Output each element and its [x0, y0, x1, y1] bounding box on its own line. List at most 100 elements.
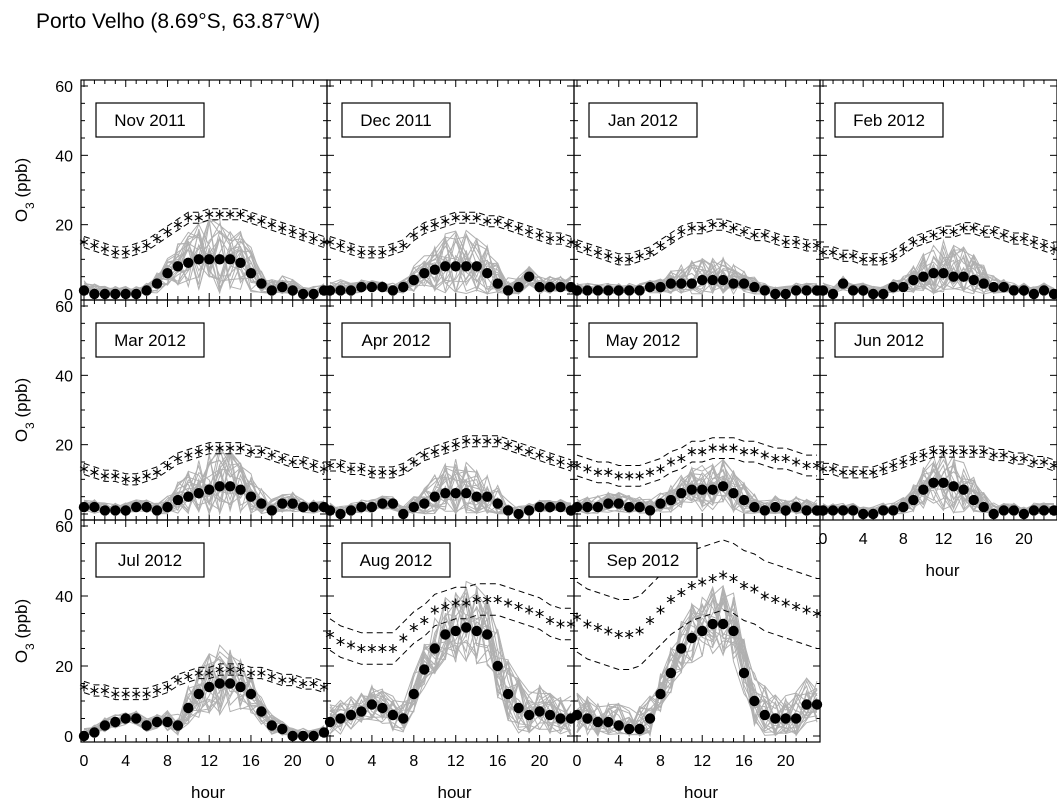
dot-marker [266, 285, 277, 296]
dot-marker [461, 622, 472, 633]
star-marker [462, 598, 471, 608]
star-marker [483, 216, 492, 226]
dot-marker [366, 699, 378, 710]
star-marker [100, 471, 110, 481]
dot-marker [686, 484, 697, 495]
star-marker [625, 630, 634, 639]
dot-marker [377, 281, 388, 293]
dot-marker [749, 281, 760, 293]
dot-marker [78, 285, 90, 296]
envelope-lower-line [83, 453, 325, 486]
dot-marker [235, 484, 246, 495]
dot-marker [958, 484, 969, 495]
star-marker [838, 467, 848, 477]
dot-marker [324, 505, 336, 516]
month-label: Apr 2012 [362, 331, 431, 350]
star-marker [309, 679, 318, 688]
dot-marker [938, 477, 949, 488]
star-marker [969, 223, 978, 233]
envelope-lower-line [329, 614, 571, 665]
dot-marker [592, 716, 604, 728]
star-marker [625, 471, 634, 481]
envelope-upper-line [576, 437, 817, 466]
month-label: Feb 2012 [853, 111, 925, 130]
dot-marker [482, 629, 493, 640]
star-marker [163, 682, 172, 692]
star-marker [462, 213, 471, 223]
star-marker [583, 619, 592, 629]
dot-marker [1018, 508, 1030, 520]
month-label-box [834, 102, 944, 138]
dot-marker [120, 505, 131, 516]
month-label: Jul 2012 [118, 551, 182, 570]
star-marker [1049, 244, 1057, 254]
dot-marker [440, 629, 451, 640]
star-marker [593, 247, 603, 257]
star-marker [729, 443, 738, 453]
dot-marker [811, 699, 823, 710]
dot-marker [419, 664, 430, 675]
dot-marker [888, 505, 899, 516]
star-marker [472, 595, 481, 604]
dot-marker [335, 713, 346, 724]
x-tick-label: 20 [1015, 531, 1033, 548]
dot-marker [534, 501, 545, 513]
x-tick-label: 4 [121, 753, 130, 770]
dot-marker [245, 688, 257, 700]
star-marker [1039, 241, 1049, 250]
dot-marker [555, 281, 566, 293]
star-marker [750, 230, 759, 240]
dot-marker [686, 278, 697, 289]
dot-marker [603, 285, 614, 296]
star-marker [583, 464, 592, 474]
star-marker [791, 237, 801, 247]
dot-marker [471, 625, 482, 637]
dot-marker [277, 281, 288, 293]
star-marker [163, 227, 172, 237]
x-tick-label: 4 [859, 531, 868, 548]
dot-marker [492, 498, 503, 509]
star-marker [357, 464, 366, 474]
y-axis-title: O3 (ppb) [12, 378, 37, 442]
dot-marker [366, 501, 378, 513]
dot-marker [847, 285, 859, 296]
star-marker [791, 602, 801, 611]
star-marker [79, 237, 89, 247]
dot-marker [759, 285, 770, 296]
dot-marker [162, 268, 173, 279]
individual-day-line [83, 462, 325, 515]
star-marker [1039, 457, 1049, 467]
individual-day-line [576, 458, 818, 515]
star-marker [325, 461, 335, 470]
star-marker [614, 630, 623, 639]
dot-marker [89, 288, 100, 300]
star-marker [278, 675, 287, 685]
x-tick-label: 8 [656, 753, 665, 770]
dot-marker [603, 498, 614, 509]
star-marker [750, 447, 759, 457]
dot-marker [655, 498, 666, 509]
individual-day-line [329, 592, 572, 735]
star-marker [729, 223, 738, 233]
dot-marker [728, 625, 739, 637]
dot-marker [592, 501, 604, 513]
dot-marker [235, 257, 246, 268]
dot-marker [366, 281, 378, 293]
dot-marker [1028, 288, 1040, 300]
star-marker [152, 467, 162, 477]
dot-marker [544, 709, 556, 721]
star-marker [760, 230, 769, 240]
dot-marker [287, 285, 298, 296]
y-tick-label: 0 [64, 287, 73, 304]
star-marker [503, 440, 513, 450]
star-marker [194, 668, 203, 678]
star-marker [298, 457, 308, 467]
star-marker [441, 602, 450, 611]
star-marker [969, 447, 978, 457]
star-marker [388, 467, 398, 477]
star-marker [90, 467, 99, 477]
star-marker [378, 644, 387, 653]
dot-marker [717, 618, 729, 630]
star-marker [173, 454, 183, 463]
star-marker [572, 612, 582, 622]
